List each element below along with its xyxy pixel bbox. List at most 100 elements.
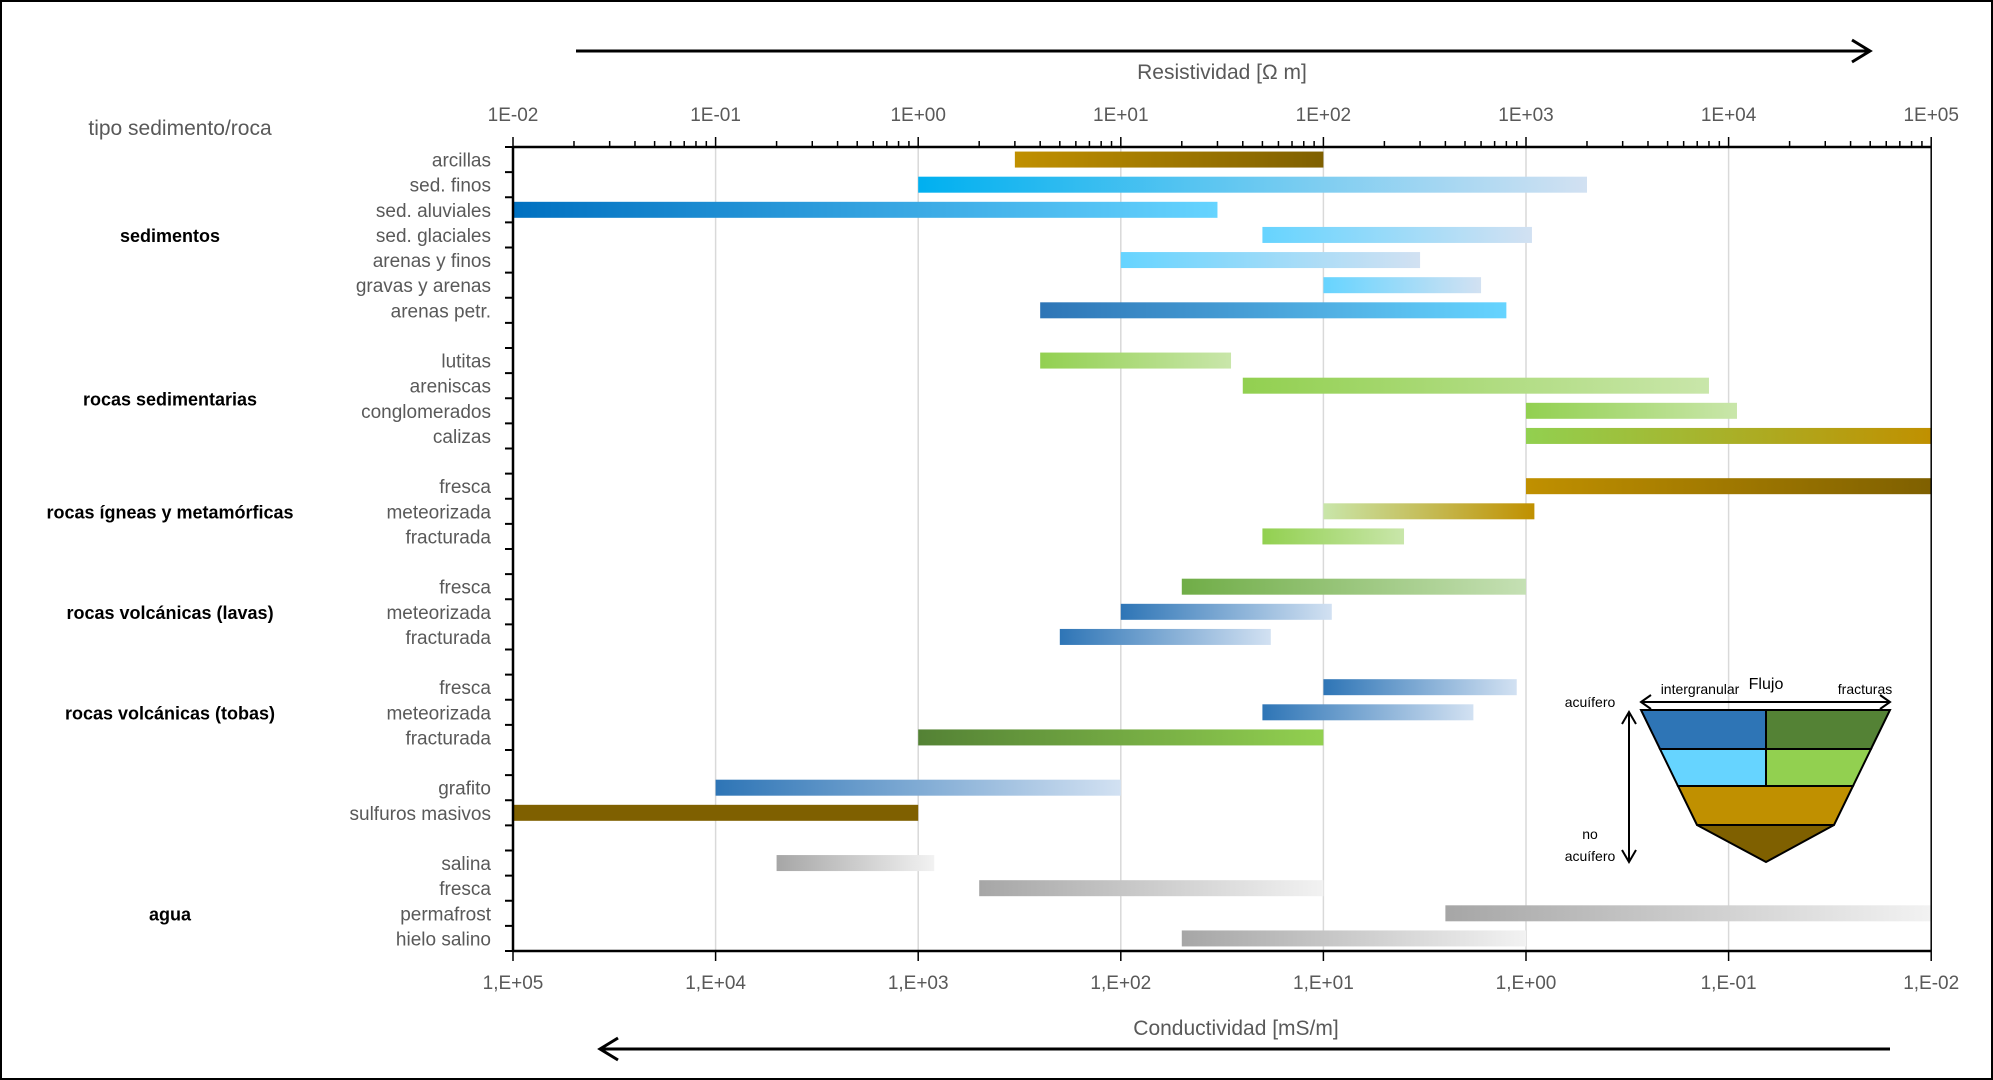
resistivity-arrow bbox=[576, 38, 1873, 64]
top-tick-labels: 1E-02 1E-01 1E+00 1E+01 1E+02 1E+03 1E+04 1E+05 bbox=[488, 105, 1959, 126]
category-label: arenas petr. bbox=[391, 301, 491, 322]
axes bbox=[505, 137, 1932, 961]
group-label: rocas sedimentarias bbox=[83, 389, 257, 409]
bottom-axis-title: Conductividad [mS/m] bbox=[1133, 1017, 1338, 1040]
bottom-tick-label: 1,E+04 bbox=[685, 973, 746, 994]
bottom-tick-label: 1,E+02 bbox=[1090, 973, 1151, 994]
category-label: permafrost bbox=[400, 904, 492, 925]
range-bar bbox=[776, 855, 935, 872]
inset-bottom-label-2: acuífero bbox=[1565, 848, 1616, 864]
range-bar bbox=[715, 779, 1121, 796]
flow-double-arrow bbox=[1639, 694, 1892, 710]
bottom-tick-label: 1,E+03 bbox=[888, 973, 949, 994]
inset-right-label: fracturas bbox=[1838, 681, 1892, 697]
bottom-tick-label: 1,E-02 bbox=[1903, 973, 1959, 994]
top-tick-label: 1E-02 bbox=[488, 105, 539, 126]
bottom-tick-label: 1,E-01 bbox=[1701, 973, 1757, 994]
range-bar bbox=[1059, 628, 1271, 645]
category-label: calizas bbox=[433, 427, 491, 448]
top-tick-label: 1E+02 bbox=[1296, 105, 1351, 126]
bottom-tick-labels: 1,E+05 1,E+04 1,E+03 1,E+02 1,E+01 1,E+00 1,E-… bbox=[483, 973, 1960, 994]
group-label: rocas volcánicas (lavas) bbox=[66, 603, 273, 623]
category-labels: arcillas sed. finos sed. aluviales sed. gla… bbox=[350, 151, 492, 951]
category-label: fresca bbox=[439, 477, 491, 498]
category-label: arcillas bbox=[432, 151, 491, 172]
range-bar bbox=[918, 176, 1587, 193]
group-label: agua bbox=[149, 904, 192, 924]
range-bar bbox=[1040, 302, 1507, 319]
inset-band-3 bbox=[1676, 785, 1855, 826]
range-bar bbox=[1323, 503, 1535, 520]
top-tick-label: 1E+05 bbox=[1903, 105, 1958, 126]
range-bar bbox=[513, 201, 1218, 218]
category-label: hielo salino bbox=[396, 929, 491, 950]
range-bar bbox=[1014, 151, 1324, 168]
group-label: rocas volcánicas (tobas) bbox=[65, 703, 275, 723]
inset-band-1-left bbox=[1639, 709, 1767, 750]
bottom-tick-label: 1,E+01 bbox=[1293, 973, 1354, 994]
category-label: lutitas bbox=[441, 352, 491, 373]
category-label: areniscas bbox=[410, 377, 491, 398]
group-label: rocas ígneas y metamórficas bbox=[46, 502, 293, 522]
range-bar bbox=[979, 880, 1324, 897]
category-label: fracturada bbox=[405, 628, 491, 649]
group-labels: sedimentos rocas sedimentarias rocas ígnea… bbox=[46, 226, 293, 924]
category-label: fresca bbox=[439, 678, 491, 699]
range-bar bbox=[1323, 277, 1482, 294]
inset-left-label: intergranular bbox=[1661, 681, 1740, 697]
range-bar bbox=[1120, 252, 1421, 269]
top-tick-label: 1E+03 bbox=[1498, 105, 1553, 126]
range-bar bbox=[1323, 679, 1517, 696]
category-label: fresca bbox=[439, 578, 491, 599]
range-bar bbox=[513, 804, 919, 821]
top-tick-label: 1E-01 bbox=[690, 105, 741, 126]
inset-band-4 bbox=[1696, 824, 1835, 864]
category-label: fracturada bbox=[405, 527, 491, 548]
category-label: arenas y finos bbox=[373, 251, 491, 272]
range-bar bbox=[1526, 402, 1737, 419]
top-tick-label: 1E+04 bbox=[1701, 105, 1757, 126]
range-bar bbox=[1181, 930, 1526, 947]
bottom-tick-label: 1,E+00 bbox=[1496, 973, 1557, 994]
inset-top-label: acuífero bbox=[1565, 694, 1616, 710]
range-bar bbox=[1181, 578, 1526, 595]
inset-band-2-left bbox=[1658, 748, 1767, 787]
inset-band-2-right bbox=[1765, 748, 1873, 787]
category-label: salina bbox=[441, 854, 491, 875]
range-bar bbox=[1262, 704, 1474, 721]
top-tick-label: 1E+00 bbox=[890, 105, 945, 126]
inset-title: Flujo bbox=[1749, 676, 1784, 693]
aquifer-double-arrow bbox=[1621, 710, 1637, 864]
range-bar bbox=[1262, 528, 1405, 545]
category-label: grafito bbox=[438, 779, 491, 800]
group-label: sedimentos bbox=[120, 226, 220, 246]
category-label: sulfuros masivos bbox=[350, 804, 492, 825]
category-label: meteorizada bbox=[386, 502, 491, 523]
aquifer-flow-inset: Flujo intergranular fracturas acuífero n… bbox=[1565, 676, 1893, 864]
top-tick-label: 1E+01 bbox=[1093, 105, 1148, 126]
range-bar bbox=[1262, 226, 1532, 243]
category-label: meteorizada bbox=[386, 603, 491, 624]
top-axis-title: Resistividad [Ω m] bbox=[1137, 61, 1307, 84]
bottom-tick-label: 1,E+05 bbox=[483, 973, 544, 994]
range-bar bbox=[1242, 377, 1709, 394]
inset-band-1-right bbox=[1765, 709, 1892, 750]
range-bar bbox=[918, 729, 1324, 746]
category-label: sed. aluviales bbox=[376, 201, 491, 222]
range-bar bbox=[1040, 352, 1232, 369]
conductivity-arrow bbox=[597, 1036, 1890, 1062]
category-label: gravas y arenas bbox=[356, 276, 491, 297]
category-label: sed. finos bbox=[410, 176, 491, 197]
bars bbox=[513, 151, 1932, 947]
range-bar bbox=[1526, 427, 1932, 444]
category-label: conglomerados bbox=[361, 402, 491, 423]
category-label: fracturada bbox=[405, 728, 491, 749]
range-bar bbox=[1445, 905, 1932, 922]
range-bar bbox=[1526, 478, 1932, 495]
y-header: tipo sedimento/roca bbox=[88, 117, 272, 140]
range-bar bbox=[1120, 603, 1332, 620]
category-label: sed. glaciales bbox=[376, 226, 491, 247]
category-label: meteorizada bbox=[386, 703, 491, 724]
category-label: fresca bbox=[439, 879, 491, 900]
